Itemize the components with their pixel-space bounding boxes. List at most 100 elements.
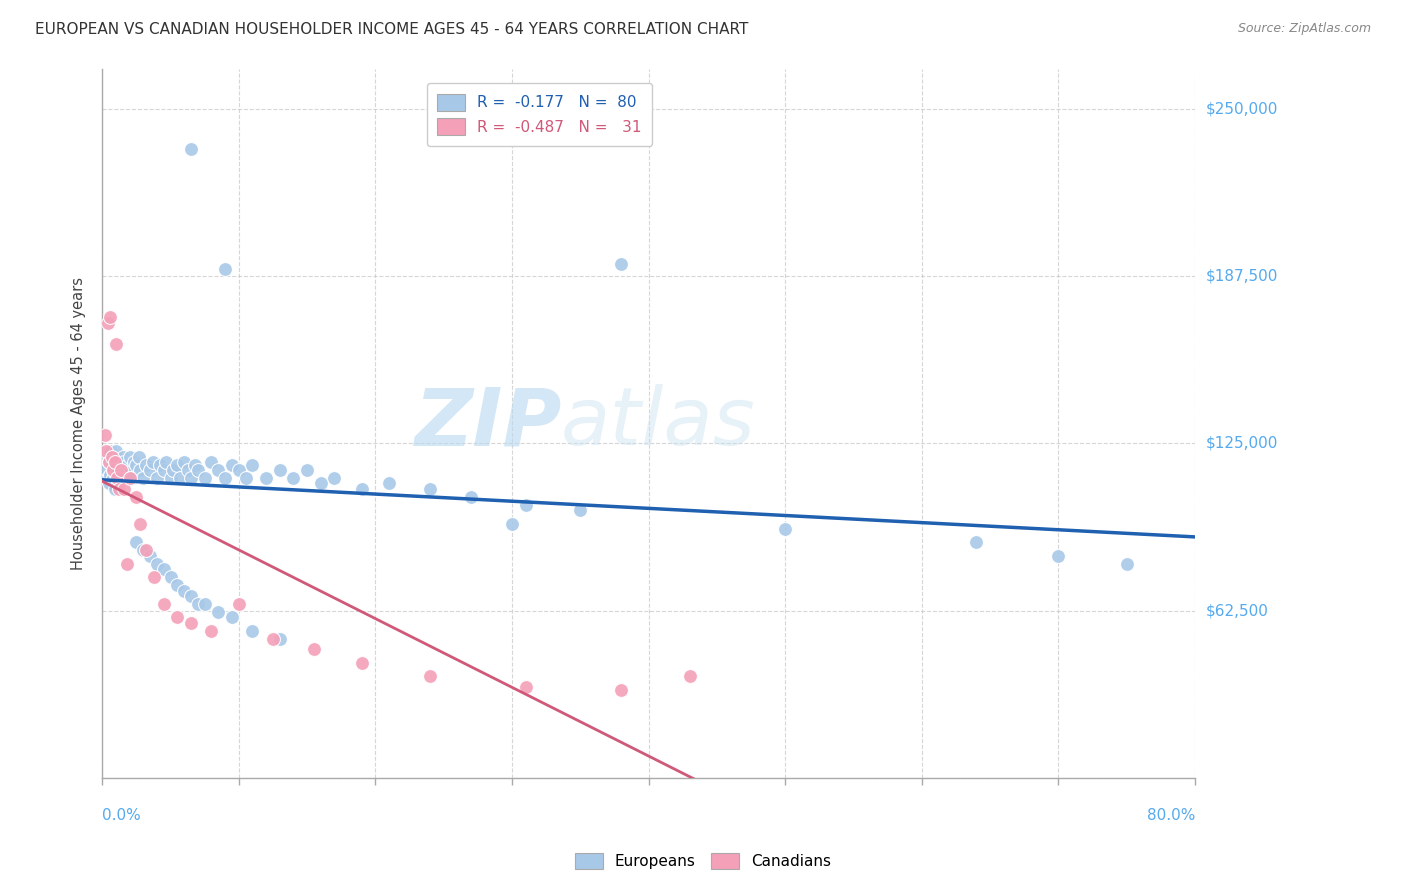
Point — [100, 450, 122, 464]
Point — [94, 428, 117, 442]
Point — [228, 463, 250, 477]
Text: $62,500: $62,500 — [1206, 603, 1270, 618]
Point — [97, 471, 120, 485]
Point — [139, 549, 162, 563]
Text: 80.0%: 80.0% — [1147, 808, 1195, 823]
Point — [180, 615, 202, 630]
Point — [184, 458, 207, 472]
Point — [242, 624, 264, 638]
Point — [221, 458, 243, 472]
Point — [100, 444, 122, 458]
Point — [501, 516, 523, 531]
Point — [228, 597, 250, 611]
Point — [146, 471, 169, 485]
Point — [302, 642, 325, 657]
Point — [295, 463, 318, 477]
Point — [966, 535, 988, 549]
Text: 0.0%: 0.0% — [103, 808, 141, 823]
Point — [1047, 549, 1070, 563]
Point — [460, 490, 482, 504]
Point — [166, 610, 188, 624]
Point — [96, 444, 118, 458]
Point — [309, 476, 332, 491]
Point — [112, 482, 135, 496]
Point — [207, 605, 229, 619]
Point — [121, 471, 143, 485]
Point — [214, 471, 236, 485]
Point — [515, 680, 537, 694]
Point — [142, 455, 165, 469]
Text: atlas: atlas — [561, 384, 756, 462]
Point — [111, 471, 134, 485]
Text: ZIP: ZIP — [413, 384, 561, 462]
Point — [149, 458, 172, 472]
Point — [173, 583, 195, 598]
Point — [187, 463, 209, 477]
Point — [112, 455, 135, 469]
Point — [235, 471, 257, 485]
Text: Source: ZipAtlas.com: Source: ZipAtlas.com — [1237, 22, 1371, 36]
Point — [135, 543, 157, 558]
Point — [98, 455, 121, 469]
Point — [146, 557, 169, 571]
Point — [132, 543, 155, 558]
Point — [378, 476, 401, 491]
Point — [194, 597, 217, 611]
Point — [169, 471, 191, 485]
Point — [419, 669, 441, 683]
Point — [103, 455, 125, 469]
Point — [159, 570, 181, 584]
Point — [180, 589, 202, 603]
Point — [125, 490, 148, 504]
Point — [114, 463, 136, 477]
Point — [118, 450, 141, 464]
Point — [155, 455, 177, 469]
Point — [350, 482, 373, 496]
Point — [166, 578, 188, 592]
Point — [207, 463, 229, 477]
Point — [104, 444, 127, 458]
Point — [515, 498, 537, 512]
Point — [101, 463, 124, 477]
Point — [180, 471, 202, 485]
Point — [323, 471, 346, 485]
Point — [125, 535, 148, 549]
Point — [135, 458, 157, 472]
Point — [110, 463, 132, 477]
Point — [107, 482, 129, 496]
Point — [100, 468, 122, 483]
Point — [221, 610, 243, 624]
Point — [143, 570, 166, 584]
Point — [242, 458, 264, 472]
Point — [350, 656, 373, 670]
Point — [129, 516, 152, 531]
Point — [129, 463, 152, 477]
Y-axis label: Householder Income Ages 45 - 64 years: Householder Income Ages 45 - 64 years — [72, 277, 86, 570]
Point — [115, 557, 138, 571]
Point — [166, 458, 188, 472]
Point — [194, 471, 217, 485]
Point — [180, 142, 202, 156]
Point — [105, 463, 128, 477]
Point — [254, 471, 277, 485]
Point — [101, 471, 124, 485]
Point — [97, 316, 120, 330]
Legend: R =  -0.177   N =  80, R =  -0.487   N =   31: R = -0.177 N = 80, R = -0.487 N = 31 — [426, 83, 652, 145]
Point — [97, 450, 120, 464]
Point — [122, 455, 145, 469]
Point — [1115, 557, 1137, 571]
Point — [118, 471, 141, 485]
Point — [269, 463, 291, 477]
Point — [107, 471, 129, 485]
Point — [152, 597, 174, 611]
Point — [419, 482, 441, 496]
Point — [105, 458, 128, 472]
Legend: Europeans, Canadians: Europeans, Canadians — [569, 847, 837, 875]
Point — [117, 458, 139, 472]
Point — [162, 463, 184, 477]
Point — [103, 482, 125, 496]
Point — [105, 471, 128, 485]
Point — [262, 632, 284, 646]
Point — [773, 522, 796, 536]
Point — [214, 262, 236, 277]
